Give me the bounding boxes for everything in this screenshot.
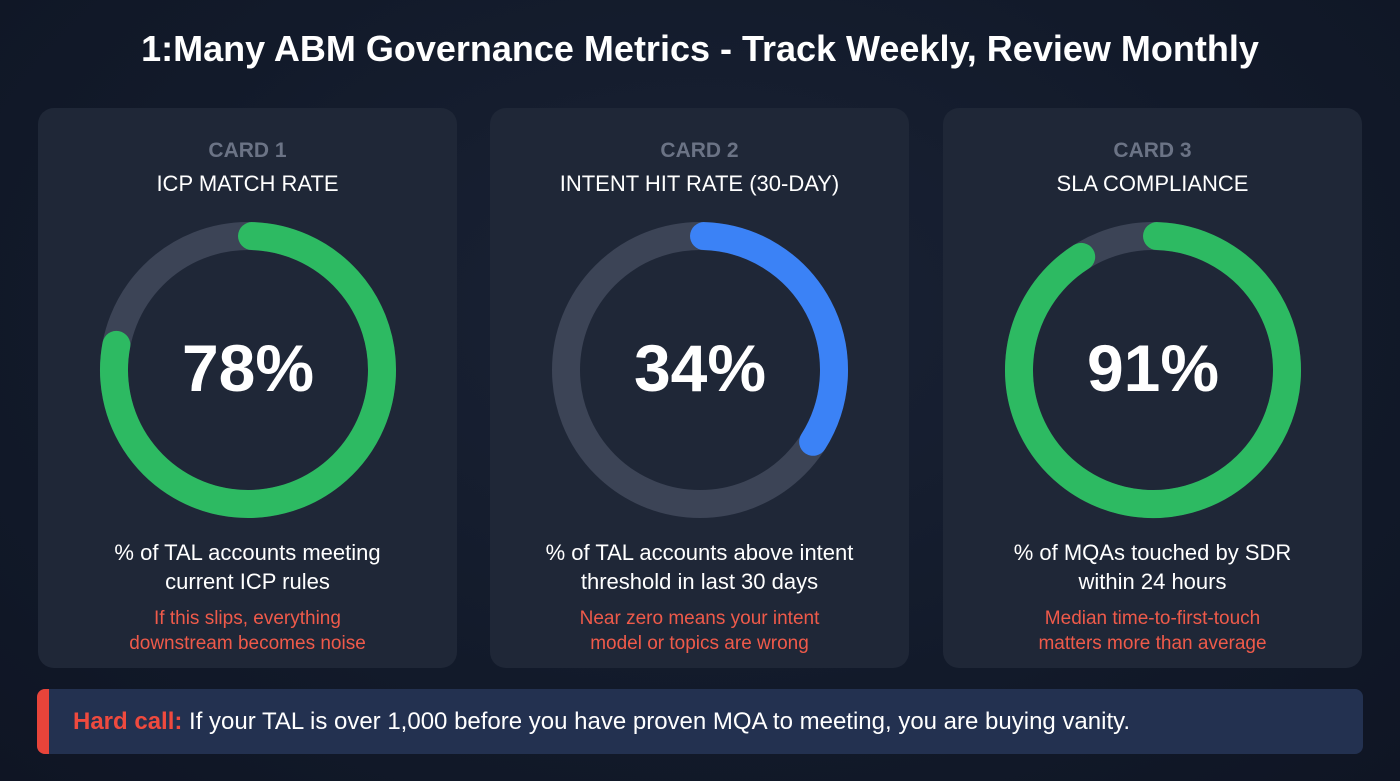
gauge-value: 91% — [1086, 331, 1220, 405]
card-note: Near zero means your intent model or topi… — [579, 608, 820, 654]
card-title: INTENT HIT RATE (30-DAY) — [559, 171, 840, 196]
gauge-ring — [100, 222, 396, 518]
card-description: % of MQAs touched by SDR within 24 hours — [1013, 540, 1292, 594]
card-description: % of TAL accounts above intent threshold … — [545, 540, 854, 594]
gauge-value: 34% — [633, 331, 767, 405]
card-description: % of TAL accounts meeting current ICP rul… — [114, 540, 381, 594]
gauge-progress-arc — [1005, 222, 1301, 518]
card-title: ICP MATCH RATE — [156, 171, 339, 196]
banner-accent-bar — [37, 689, 49, 754]
gauge-progress-arc — [100, 222, 396, 518]
page-title: 1:Many ABM Governance Metrics - Track We… — [141, 28, 1259, 69]
card-title: SLA COMPLIANCE — [1056, 171, 1249, 196]
card-sla-compliance: CARD 3 SLA COMPLIANCE 91% % of MQAs touc… — [943, 108, 1362, 668]
card-icp-match-rate: CARD 1 ICP MATCH RATE 78% % of TAL accou… — [38, 108, 457, 668]
gauge-ring — [552, 222, 848, 518]
card-note: If this slips, everything downstream beco… — [129, 608, 366, 654]
card-number: CARD 1 — [208, 139, 287, 162]
card-intent-hit-rate: CARD 2 INTENT HIT RATE (30-DAY) 34% % of… — [490, 108, 909, 668]
gauge-progress-arc — [690, 222, 848, 456]
banner-text: Hard call: If your TAL is over 1,000 bef… — [73, 708, 1131, 735]
banner-label: Hard call: — [73, 708, 183, 735]
gauge-ring — [1005, 222, 1301, 518]
gauge-value: 78% — [181, 331, 315, 405]
card-note: Median time-to-first-touch matters more t… — [1038, 608, 1267, 654]
card-number: CARD 2 — [660, 139, 739, 162]
card-number: CARD 3 — [1113, 139, 1192, 162]
hard-call-banner: Hard call: If your TAL is over 1,000 bef… — [37, 689, 1363, 754]
